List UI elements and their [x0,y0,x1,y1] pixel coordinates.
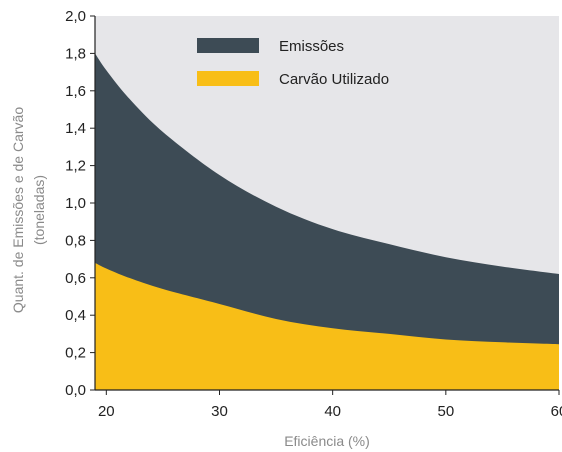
y-tick-label: 2,0 [65,8,86,25]
x-tick-label: 60 [551,403,562,420]
y-axis-title-line1: Quant. de Emissões e de Carvão [10,107,26,313]
y-tick-label: 0,4 [65,307,86,324]
legend-label-emissoes: Emissões [279,38,344,55]
y-tick-label: 1,6 [65,83,86,100]
y-tick-label: 0,2 [65,345,86,362]
x-axis-title: Eficiência (%) [284,433,370,449]
legend: Emissões Carvão Utilizado [197,38,389,88]
y-tick-label: 1,2 [65,158,86,175]
y-tick-label: 0,8 [65,232,86,249]
legend-label-carvao: Carvão Utilizado [279,71,389,88]
area-carvao [95,262,559,390]
x-tick-label: 50 [437,403,454,420]
x-tick-label: 30 [211,403,228,420]
x-tick-label: 40 [324,403,341,420]
x-tick-labels: 20 30 40 50 60 [98,403,562,420]
y-tick-label: 0,0 [65,382,86,399]
y-tick-labels: 0,0 0,2 0,4 0,6 0,8 1,0 1,2 1,4 1,6 1,8 2,0 [65,8,86,399]
y-tick-label: 0,6 [65,270,86,287]
chart-areas [95,53,559,391]
chart-axes [90,15,560,395]
y-tick-label: 1,0 [65,195,86,212]
y-tick-label: 1,4 [65,120,86,137]
y-axis-title-line2: (toneladas) [31,175,47,245]
legend-swatch-emissoes [197,38,259,53]
y-tick-label: 1,8 [65,45,86,62]
legend-swatch-carvao [197,71,259,86]
x-tick-label: 20 [98,403,115,420]
